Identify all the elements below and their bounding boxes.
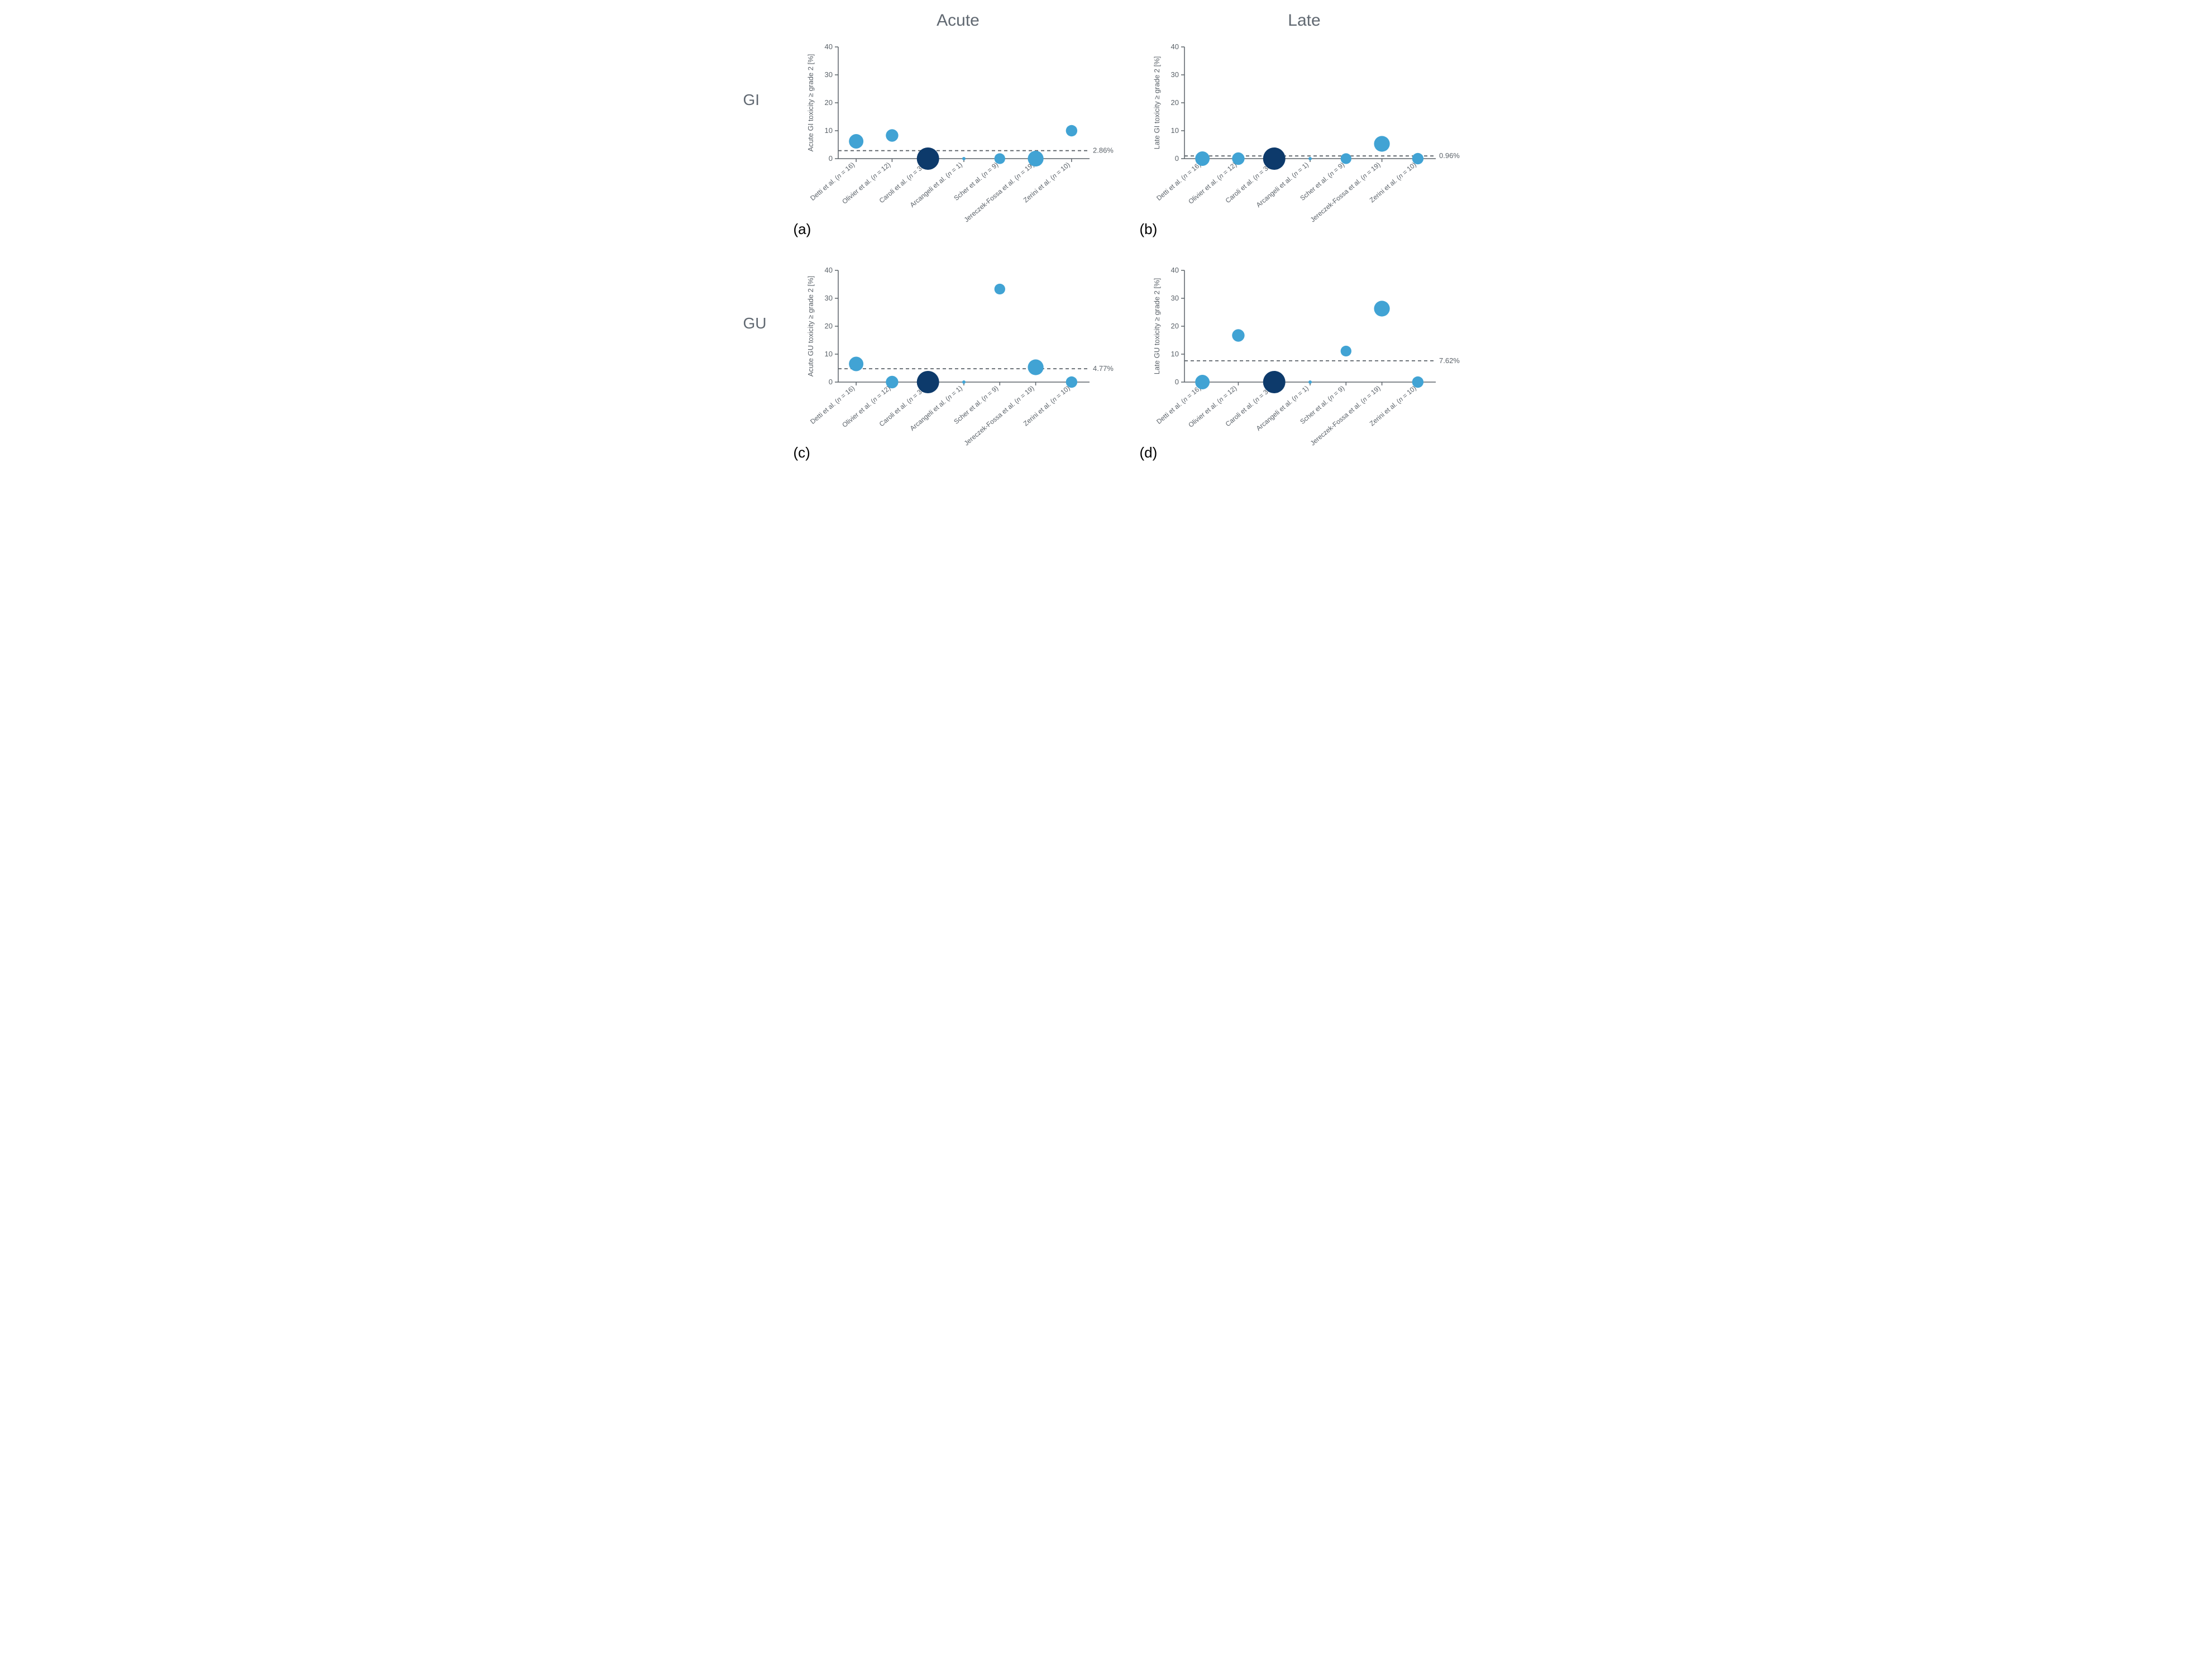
data-point [962, 380, 966, 384]
y-tick-label: 20 [1171, 98, 1178, 107]
y-tick-label: 20 [824, 322, 832, 330]
data-point [1028, 359, 1043, 375]
y-tick-label: 10 [824, 350, 832, 358]
data-point [994, 284, 1005, 294]
threshold-label: 2.86% [1093, 146, 1114, 155]
y-tick-label: 10 [1171, 350, 1178, 358]
row-label-gu: GU [743, 259, 777, 388]
data-point [1412, 153, 1423, 164]
data-point [886, 129, 898, 141]
data-point [1232, 329, 1244, 341]
panel-grid: GI 0 10 20 30 40 Acute GI toxicity ≥ grade 2 … [743, 36, 1469, 460]
data-point [1195, 375, 1210, 389]
y-tick-label: 30 [1171, 70, 1178, 79]
y-tick-label: 0 [828, 154, 832, 163]
panel-letter-d: (d) [1140, 444, 1158, 461]
x-tick-label: Jereczek-Fossa et al. (n = 19) [962, 161, 1035, 224]
data-point [994, 153, 1005, 164]
x-tick-label: Jereczek-Fossa et al. (n = 19) [1308, 161, 1382, 224]
panel-letter-b: (b) [1140, 221, 1158, 238]
panel-letter-c: (c) [794, 444, 810, 461]
x-tick-label: Jereczek-Fossa et al. (n = 19) [1308, 384, 1382, 447]
data-point [1263, 371, 1285, 393]
y-tick-label: 30 [824, 70, 832, 79]
y-tick-label: 40 [824, 266, 832, 274]
panel-letter-a: (a) [794, 221, 811, 238]
col-title-late: Late [1140, 11, 1469, 30]
data-point [1066, 125, 1077, 136]
data-point [962, 157, 966, 160]
y-tick-label: 30 [1171, 294, 1178, 302]
y-tick-label: 20 [824, 98, 832, 107]
y-axis-label: Late GI toxicity ≥ grade 2 [%] [1153, 56, 1161, 150]
y-tick-label: 20 [1171, 322, 1178, 330]
x-tick-label: Jereczek-Fossa et al. (n = 19) [962, 384, 1035, 447]
data-point [1066, 376, 1077, 388]
column-headers: Acute Late [743, 11, 1469, 30]
data-point [1028, 151, 1043, 166]
y-tick-label: 40 [824, 42, 832, 51]
spacer [743, 11, 777, 30]
data-point [1340, 346, 1351, 356]
panel-d: 0 10 20 30 40 Late GU toxicity ≥ grade 2 [%] 7… [1140, 259, 1469, 460]
y-tick-label: 0 [1174, 378, 1178, 386]
y-axis-label: Late GU toxicity ≥ grade 2 [%] [1153, 278, 1161, 375]
y-tick-label: 30 [824, 294, 832, 302]
data-point [1374, 136, 1389, 151]
threshold-label: 4.77% [1093, 364, 1114, 373]
figure-root: Acute Late GI 0 10 20 30 40 Acute GI toxicity… [738, 0, 1475, 477]
data-point [1263, 147, 1285, 170]
y-tick-label: 10 [1171, 126, 1178, 135]
chart-svg: 0 10 20 30 40 Acute GI toxicity ≥ grade 2 [%]… [794, 36, 1123, 237]
panel-b: 0 10 20 30 40 Late GI toxicity ≥ grade 2 [%] 0… [1140, 36, 1469, 237]
y-axis-label: Acute GU toxicity ≥ grade 2 [%] [806, 276, 815, 377]
y-tick-label: 40 [1171, 266, 1178, 274]
data-point [916, 147, 939, 170]
col-title-acute: Acute [794, 11, 1123, 30]
data-point [1308, 380, 1312, 384]
y-tick-label: 40 [1171, 42, 1178, 51]
y-tick-label: 10 [824, 126, 832, 135]
data-point [1374, 301, 1389, 316]
chart-svg: 0 10 20 30 40 Late GU toxicity ≥ grade 2 [%] 7… [1140, 259, 1469, 460]
data-point [1340, 153, 1351, 164]
data-point [916, 371, 939, 393]
panel-a: 0 10 20 30 40 Acute GI toxicity ≥ grade 2 [%]… [794, 36, 1123, 237]
data-point [849, 357, 863, 371]
data-point [1412, 376, 1423, 388]
data-point [849, 134, 863, 149]
threshold-label: 7.62% [1439, 356, 1460, 365]
data-point [1308, 157, 1312, 160]
threshold-label: 0.96% [1439, 151, 1460, 160]
y-tick-label: 0 [1174, 154, 1178, 163]
data-point [1195, 151, 1210, 166]
chart-svg: 0 10 20 30 40 Acute GU toxicity ≥ grade 2 [%]… [794, 259, 1123, 460]
chart-svg: 0 10 20 30 40 Late GI toxicity ≥ grade 2 [%] 0… [1140, 36, 1469, 237]
panel-c: 0 10 20 30 40 Acute GU toxicity ≥ grade 2 [%]… [794, 259, 1123, 460]
data-point [1232, 152, 1244, 165]
data-point [886, 376, 898, 388]
row-label-gi: GI [743, 36, 777, 164]
y-tick-label: 0 [828, 378, 832, 386]
y-axis-label: Acute GI toxicity ≥ grade 2 [%] [806, 54, 815, 152]
